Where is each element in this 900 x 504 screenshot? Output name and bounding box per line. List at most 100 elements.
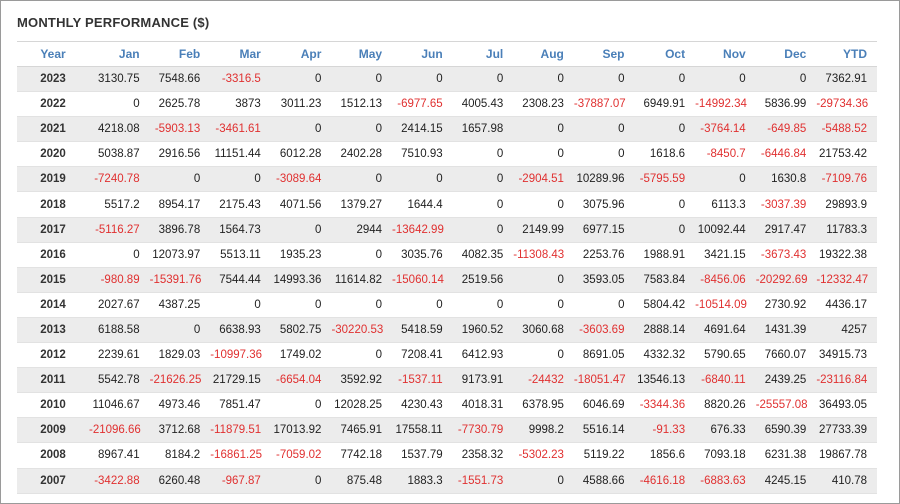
value-cell: 2239.61: [89, 342, 150, 369]
value-cell: 5513.11: [210, 242, 271, 268]
value-cell: 4387.25: [149, 292, 211, 318]
column-header-nov: Nov: [695, 41, 756, 67]
value-cell: 2253.76: [573, 242, 635, 268]
value-cell: 4973.46: [149, 392, 211, 419]
value-cell: 2414.15: [392, 116, 453, 143]
value-cell: 1829.03: [149, 342, 211, 369]
value-cell: 3593.05: [573, 267, 635, 293]
value-cell: 2917.47: [755, 217, 817, 243]
value-cell: 3592.92: [331, 367, 393, 394]
value-cell: 5517.2: [89, 191, 150, 218]
value-cell: 0: [755, 66, 817, 93]
value-cell: -6883.63: [695, 468, 756, 494]
value-cell: 0: [513, 116, 574, 143]
value-cell: 4332.32: [634, 342, 696, 369]
value-cell: 0: [270, 116, 332, 143]
value-cell: 9998.2: [513, 417, 574, 444]
value-cell: 0: [331, 242, 393, 268]
value-cell: 0: [634, 66, 696, 93]
value-cell: -3603.69: [573, 317, 635, 344]
year-cell: 2019: [17, 166, 89, 193]
value-cell: 4082.35: [452, 242, 514, 268]
value-cell: 5038.87: [89, 141, 150, 168]
year-cell: 2022: [17, 91, 89, 118]
value-cell: 2175.43: [210, 191, 271, 218]
value-cell: 1883.3: [392, 468, 453, 494]
value-cell: -3461.61: [210, 116, 271, 143]
year-cell: 2007: [17, 468, 89, 494]
value-cell: 7544.44: [210, 267, 271, 293]
value-cell: 8954.17: [149, 191, 211, 218]
value-cell: 36493.05: [816, 392, 877, 419]
year-cell: 2014: [17, 292, 89, 318]
year-cell: 2020: [17, 141, 89, 168]
value-cell: 0: [573, 292, 635, 318]
year-cell: 2023: [17, 66, 89, 93]
monthly-performance-table: Year Jan Feb Mar Apr May Jun Jul Aug Sep Oct Nov Dec…: [17, 41, 877, 494]
value-cell: -1551.73: [452, 468, 514, 494]
value-cell: -14992.34: [695, 91, 756, 118]
value-cell: 7093.18: [695, 442, 756, 469]
value-cell: 7548.66: [149, 66, 211, 93]
table-row: 2021 4218.08 -5903.13 -3461.61 0 0 2414.15 1657…: [17, 116, 877, 143]
table-row: 2013 6188.58 0 6638.93 5802.75 -30220.53 5418.…: [17, 317, 877, 344]
value-cell: 0: [210, 166, 271, 193]
value-cell: 0: [89, 242, 150, 268]
value-cell: 5119.22: [573, 442, 635, 469]
value-cell: 0: [270, 217, 332, 243]
value-cell: 0: [270, 392, 332, 419]
value-cell: -3673.43: [755, 242, 817, 268]
value-cell: 0: [634, 116, 696, 143]
value-cell: 0: [573, 116, 635, 143]
value-cell: -10514.09: [695, 292, 756, 318]
value-cell: 2027.67: [89, 292, 150, 318]
value-cell: 0: [573, 66, 635, 93]
value-cell: 0: [331, 66, 393, 93]
value-cell: 29893.9: [816, 191, 877, 218]
year-cell: 2018: [17, 191, 89, 218]
value-cell: 4691.64: [695, 317, 756, 344]
column-header-jan: Jan: [89, 41, 150, 67]
value-cell: 1749.02: [270, 342, 332, 369]
value-cell: 4005.43: [452, 91, 514, 118]
value-cell: 0: [149, 166, 211, 193]
value-cell: 3712.68: [149, 417, 211, 444]
value-cell: 2916.56: [149, 141, 211, 168]
value-cell: 0: [513, 468, 574, 494]
value-cell: 4436.17: [816, 292, 877, 318]
table-row: 2020 5038.87 2916.56 11151.44 6012.28 2402.28…: [17, 141, 877, 168]
value-cell: -3089.64: [270, 166, 332, 193]
value-cell: 27733.39: [816, 417, 877, 444]
year-cell: 2013: [17, 317, 89, 344]
value-cell: 2358.32: [452, 442, 514, 469]
value-cell: 0: [392, 292, 453, 318]
value-cell: -8456.06: [695, 267, 756, 293]
value-cell: 0: [270, 292, 332, 318]
year-cell: 2015: [17, 267, 89, 293]
panel-title: MONTHLY PERFORMANCE ($): [17, 15, 210, 30]
value-cell: 3011.23: [270, 91, 332, 118]
value-cell: 11046.67: [89, 392, 150, 419]
value-cell: 6949.91: [634, 91, 696, 118]
value-cell: -29734.36: [816, 91, 877, 118]
value-cell: 9173.91: [452, 367, 514, 394]
value-cell: 11783.3: [816, 217, 877, 243]
column-header-feb: Feb: [149, 41, 211, 67]
value-cell: -3344.36: [634, 392, 696, 419]
value-cell: 8184.2: [149, 442, 211, 469]
value-cell: 4230.43: [392, 392, 453, 419]
value-cell: 8967.41: [89, 442, 150, 469]
value-cell: 0: [210, 292, 271, 318]
value-cell: 5516.14: [573, 417, 635, 444]
value-cell: 0: [452, 191, 514, 218]
value-cell: 2439.25: [755, 367, 817, 394]
table-row: 2014 2027.67 4387.25 0 0 0 0 0 0 0 5804.42 -10514.0…: [17, 292, 877, 318]
year-cell: 2011: [17, 367, 89, 394]
column-header-ytd: YTD: [816, 41, 877, 67]
value-cell: 410.78: [816, 468, 877, 494]
value-cell: 1988.91: [634, 242, 696, 268]
year-cell: 2008: [17, 442, 89, 469]
value-cell: 7851.47: [210, 392, 271, 419]
value-cell: -24432: [513, 367, 574, 394]
value-cell: -5488.52: [816, 116, 877, 143]
